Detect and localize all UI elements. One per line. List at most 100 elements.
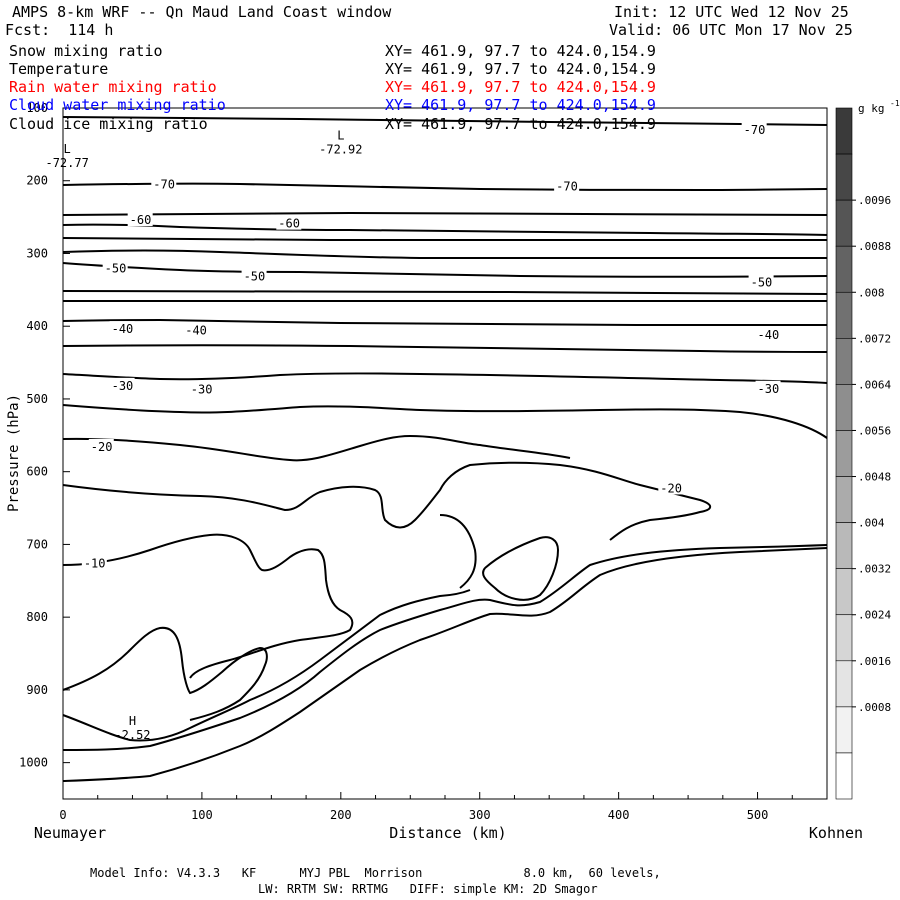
left-endpoint-label: Neumayer — [34, 824, 106, 842]
isotherm-label: -20 — [660, 481, 682, 495]
isotherm--55 — [62, 237, 827, 242]
y-tick-label: 100 — [26, 101, 48, 115]
colorbar-tick-label: .0008 — [858, 701, 891, 714]
y-tick-label: 300 — [26, 246, 48, 260]
colorbar-swatch — [835, 384, 853, 431]
y-tick-label: 900 — [26, 683, 48, 697]
isotherm--40 — [62, 318, 827, 327]
forecast-hour: Fcst: 114 h — [5, 21, 114, 39]
isotherm--20-closed — [62, 461, 712, 541]
y-tick-label: 600 — [26, 465, 48, 479]
isotherm-label: -50 — [105, 262, 127, 276]
isotherm-labels: -70 -70 -70 -60 -60 -50 -50 -50 -40 -40 -40 -30 -30 -… — [45, 121, 781, 742]
isotherm-loop-right — [482, 536, 560, 601]
field-xy-temperature: XY= 461.9, 97.7 to 424.0,154.9 — [385, 60, 656, 78]
isotherm-label-bg — [658, 480, 684, 495]
isotherm-label-bg — [88, 438, 114, 453]
isotherm--60b — [62, 249, 827, 260]
colorbar-tick-label: .0032 — [858, 563, 891, 576]
y-tick-label: 1000 — [19, 756, 48, 770]
chart-title: AMPS 8-km WRF -- Qn Maud Land Coast wind… — [12, 3, 392, 21]
colorbar-swatch — [835, 107, 853, 155]
isotherm-label: -70 — [556, 180, 578, 194]
x-tick-label: 400 — [608, 808, 630, 822]
colorbar-tick-label: .0048 — [858, 471, 891, 484]
y-axis-label: Pressure (hPa) — [6, 394, 22, 512]
y-tick-label: 700 — [26, 537, 48, 551]
isotherm-label: -20 — [91, 440, 113, 454]
right-endpoint-label: Kohnen — [809, 824, 863, 842]
field-xy-snow: XY= 461.9, 97.7 to 424.0,154.9 — [385, 42, 656, 60]
colorbar-tick-label: .0088 — [858, 240, 891, 253]
terrain-outline — [62, 544, 828, 782]
isotherm-label: -40 — [185, 324, 207, 338]
isotherm-label: -50 — [244, 270, 266, 284]
isotherm-label-bg — [109, 377, 135, 392]
field-xy-cloud-ice: XY= 461.9, 97.7 to 424.0,154.9 — [385, 115, 656, 133]
x-tick-label: 500 — [747, 808, 769, 822]
y-tick-label: 200 — [26, 174, 48, 188]
colorbar-unit: g kg — [858, 102, 885, 115]
extremum-type: L — [337, 128, 344, 142]
isotherm--70 — [62, 182, 828, 192]
isotherm--70-top — [62, 116, 828, 126]
isotherm-label: -30 — [191, 382, 213, 396]
isotherm-contours — [62, 116, 828, 742]
isotherm--60 — [62, 223, 828, 236]
isotherm-label-bg — [81, 555, 107, 570]
isotherm-label-bg — [188, 381, 214, 396]
colorbar-swatch — [835, 476, 853, 523]
x-tick-label: 100 — [191, 808, 213, 822]
colorbar-tick-label: .008 — [858, 286, 885, 299]
field-name-temperature: Temperature — [9, 60, 109, 78]
isotherm-label: -30 — [758, 382, 780, 396]
colorbar-tick-label: .0024 — [858, 609, 891, 622]
isotherm-label: -50 — [751, 276, 773, 290]
terrain-surface — [62, 544, 828, 751]
isotherm-label: -70 — [744, 123, 766, 137]
isotherm-label-bg — [748, 274, 774, 289]
isotherm--50 — [62, 262, 828, 278]
colorbar-swatch — [835, 752, 853, 800]
field-name-cloud-water: Cloud water mixing ratio — [9, 96, 226, 114]
isotherm-label-bg — [741, 121, 767, 136]
isotherm-label: -60 — [130, 213, 152, 227]
isotherm-label-bg — [151, 176, 177, 191]
x-axis-label: Distance (km) — [389, 824, 506, 842]
x-tick-label: 200 — [330, 808, 352, 822]
isotherm-label: -30 — [112, 379, 134, 393]
field-xy-rain: XY= 461.9, 97.7 to 424.0,154.9 — [385, 78, 656, 96]
terrain-lower — [62, 547, 828, 782]
colorbar-tick-label: .0064 — [858, 378, 891, 391]
colorbar-tick-label: .0072 — [858, 332, 891, 345]
model-info: Model Info: V4.3.3 KF MYJ PBL Morrison 8… — [90, 866, 661, 880]
colorbar-tick-label: .004 — [858, 517, 885, 530]
isotherm--35 — [62, 344, 828, 353]
x-tick-label: 300 — [469, 808, 491, 822]
isotherm-label: -40 — [112, 322, 134, 336]
isotherm--60a — [62, 211, 828, 216]
isotherm-label-bg — [241, 268, 267, 283]
extremum-value: -2.52 — [114, 728, 150, 742]
y-tick-label: 400 — [26, 319, 48, 333]
colorbar-swatch — [835, 706, 853, 754]
isotherm-loop-upper — [439, 514, 477, 589]
isotherm--5 — [62, 626, 268, 721]
field-name-snow: Snow mixing ratio — [9, 42, 163, 60]
colorbar-swatch — [835, 245, 853, 293]
field-name-cloud-ice: Cloud ice mixing ratio — [9, 115, 208, 133]
valid-time: Valid: 06 UTC Mon 17 Nov 25 — [609, 21, 853, 39]
isotherm-label-bg — [755, 326, 781, 341]
isotherm-label: -40 — [758, 328, 780, 342]
extremum-value: -72.92 — [319, 142, 362, 156]
colorbar-swatch — [835, 522, 853, 569]
isotherm-label: -60 — [278, 217, 300, 231]
isotherm-label-bg — [109, 321, 135, 336]
colorbar-swatch — [835, 660, 853, 708]
isotherm-label-bg — [276, 215, 302, 230]
isotherm-label-bg — [554, 178, 580, 193]
colorbar-tick-label: .0096 — [858, 194, 891, 207]
extremum-value: -72.77 — [45, 156, 88, 170]
isotherm--10 — [62, 533, 354, 679]
